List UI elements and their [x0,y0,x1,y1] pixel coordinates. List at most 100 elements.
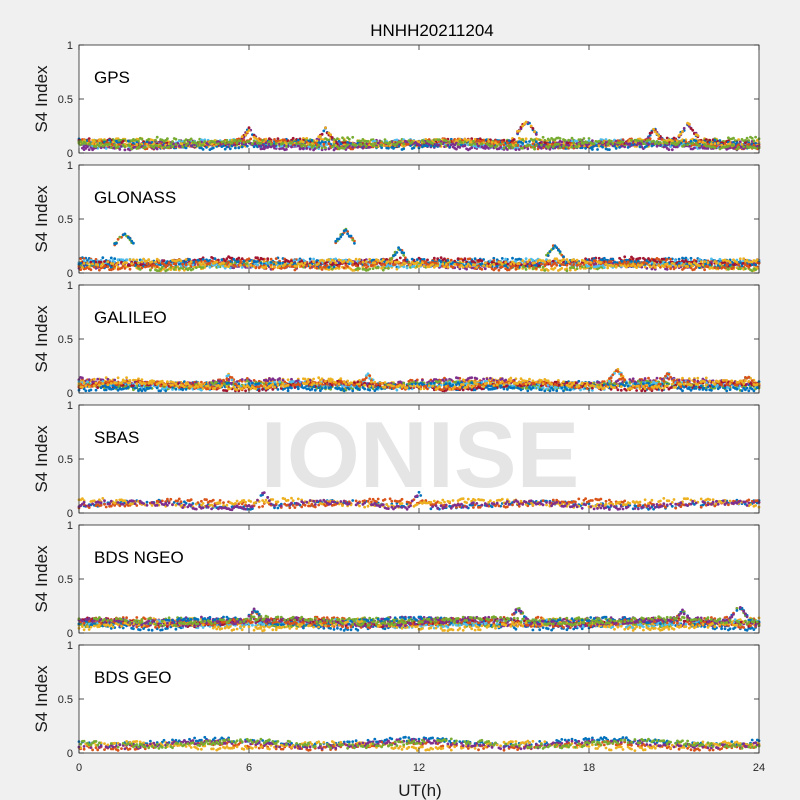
data-point [358,267,361,270]
data-point [426,258,429,262]
data-point [251,142,254,146]
data-point [456,143,460,146]
data-point [538,138,542,142]
data-point [560,266,564,270]
data-point [597,264,601,268]
data-point [529,124,533,128]
data-point [264,141,268,145]
data-point [682,143,686,147]
data-point [79,140,83,144]
data-point [521,124,525,128]
data-point [291,136,295,140]
data-point [315,139,319,143]
data-point [364,144,368,148]
data-point [283,138,287,142]
data-point [572,266,576,270]
data-point [534,144,538,147]
data-point [285,145,288,148]
data-point [198,140,202,144]
data-point [533,130,536,134]
data-point [635,143,638,147]
data-point [240,266,244,269]
data-point [534,133,538,136]
data-point [652,127,655,131]
data-point [308,257,312,261]
data-point [669,257,672,261]
data-point [324,126,327,130]
data-point [687,125,691,128]
data-point [732,136,735,140]
data-point [410,140,414,144]
data-point [727,144,730,148]
data-point [698,144,701,148]
data-point [693,146,696,150]
data-point [183,141,186,145]
data-point [324,146,327,150]
y-tick-label: 0.5 [58,94,73,106]
data-point [380,146,383,150]
data-point [121,139,125,143]
data-point [402,147,406,151]
data-point [327,142,331,146]
data-point [670,148,674,152]
data-point [118,235,122,239]
data-point [432,256,436,260]
data-point [196,144,200,147]
data-point [169,142,173,146]
data-point [132,241,135,245]
data-point [565,269,569,273]
data-point [171,140,174,143]
data-point [521,142,525,145]
data-point [487,139,491,143]
data-point [87,148,91,152]
data-point [657,137,661,141]
data-point [716,141,720,145]
data-point [177,139,181,143]
data-point [495,144,499,148]
data-point [285,148,288,151]
data-point [653,142,657,146]
data-point [506,141,509,145]
data-point [376,266,380,270]
data-point [159,144,163,148]
data-point [541,135,545,139]
data-point [327,147,331,151]
data-point [123,145,127,149]
data-point [738,140,742,144]
data-point [123,148,127,152]
data-point [659,260,662,264]
data-point [137,145,140,149]
data-point [104,147,108,150]
data-point [276,137,280,141]
data-point [184,138,188,142]
data-point [149,268,152,272]
data-point [541,265,545,269]
data-point [162,145,166,149]
data-point [560,140,564,144]
data-point [563,139,567,142]
data-point [211,146,215,150]
data-point [579,138,582,142]
data-point [87,139,91,143]
data-point [368,145,372,149]
data-point [737,145,740,149]
data-point [181,145,185,149]
data-point [373,142,377,146]
data-point [575,145,579,149]
data-point [361,146,365,150]
data-point [502,143,506,147]
data-point [244,133,248,137]
data-point [521,138,525,142]
data-point [249,137,253,141]
data-point [264,137,268,141]
data-point [531,258,535,262]
data-point [684,140,688,144]
data-point [113,144,117,147]
data-point [115,241,118,245]
data-point [234,138,237,142]
data-point [744,267,747,271]
data-point [718,257,722,261]
data-point [490,141,494,144]
data-point [98,139,101,143]
data-point [395,138,399,142]
